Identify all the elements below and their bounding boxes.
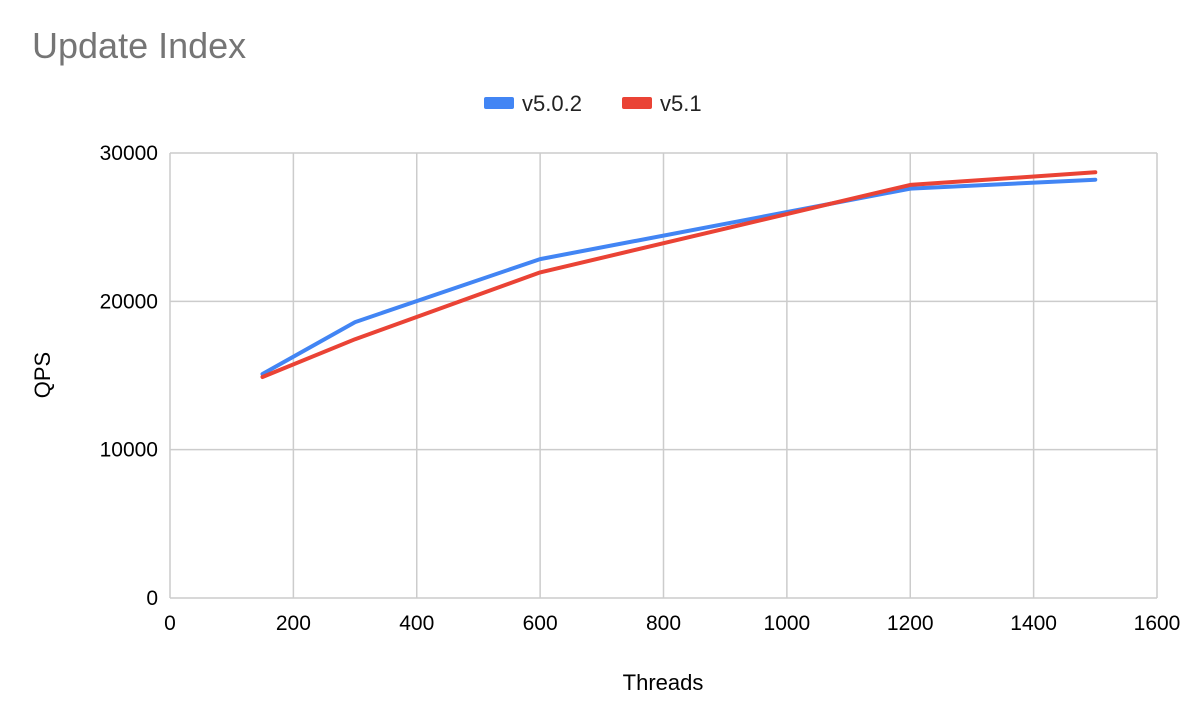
x-tick-label: 400	[399, 612, 434, 635]
y-tick-label: 30000	[100, 142, 158, 165]
x-axis-title: Threads	[623, 670, 704, 695]
y-tick-label: 10000	[100, 439, 158, 462]
gridlines	[169, 152, 1158, 599]
tick-labels: 0 200 400 600 800 1000 1200 1400 1600 0 10000 20000…	[100, 142, 1181, 635]
x-tick-label: 1000	[764, 612, 811, 635]
legend-label: v5.1	[660, 91, 702, 116]
legend-label: v5.0.2	[522, 91, 582, 116]
series-line-v5.1	[260, 170, 1098, 379]
x-tick-label: 1600	[1134, 612, 1181, 635]
y-tick-label: 20000	[100, 290, 158, 313]
x-tick-label: 1200	[887, 612, 934, 635]
y-axis-title: QPS	[30, 352, 55, 398]
x-tick-label: 1400	[1010, 612, 1057, 635]
series-line-v5.0.2	[260, 177, 1098, 376]
legend-swatch	[484, 97, 514, 109]
x-tick-label: 600	[523, 612, 558, 635]
series-layer	[260, 170, 1098, 379]
legend-swatch	[622, 97, 652, 109]
chart-title: Update Index	[32, 25, 246, 66]
x-tick-label: 800	[646, 612, 681, 635]
y-tick-label: 0	[146, 587, 158, 610]
x-tick-label: 0	[164, 612, 176, 635]
legend: v5.0.2 v5.1	[484, 91, 702, 116]
x-tick-label: 200	[276, 612, 311, 635]
